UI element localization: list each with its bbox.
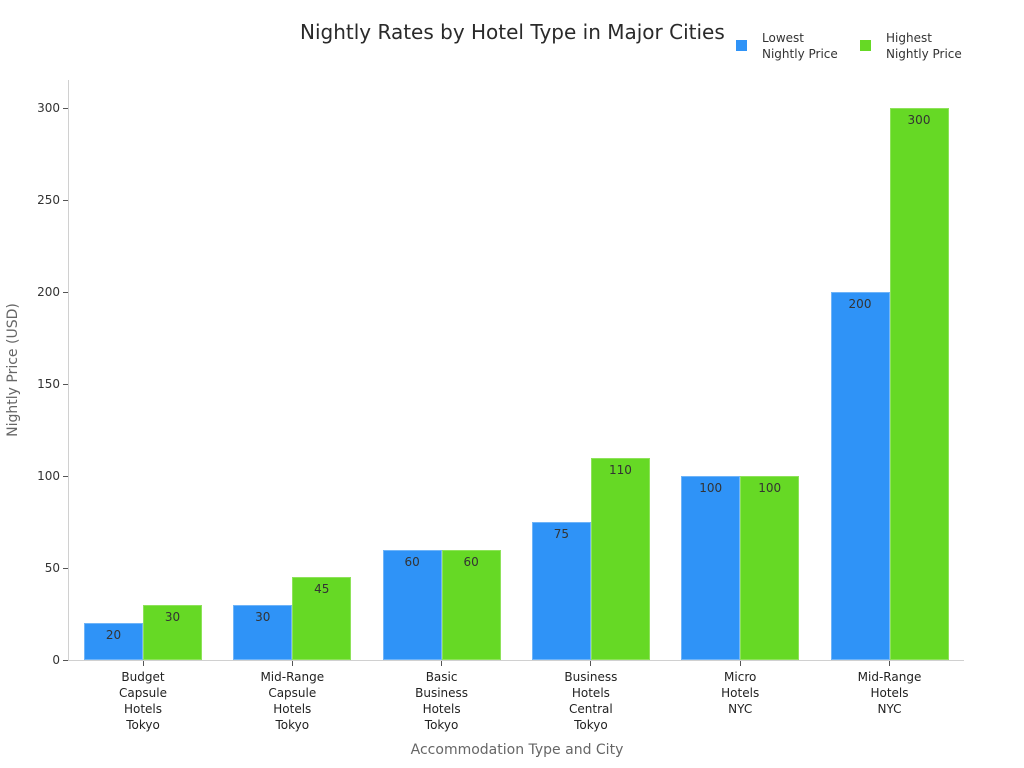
x-tick-label: Micro Hotels NYC: [721, 670, 760, 716]
y-tick-mark: [63, 292, 68, 293]
x-tick: Mid-Range Capsule Hotels Tokyo: [232, 661, 352, 733]
bar-value-label: 100: [699, 481, 723, 495]
y-tick-mark: [63, 108, 68, 109]
bar-value-label: 100: [758, 481, 782, 495]
x-tick: Basic Business Hotels Tokyo: [382, 661, 502, 733]
x-tick: Business Hotels Central Tokyo: [531, 661, 651, 733]
legend: Lowest Nightly Price Highest Nightly Pri…: [736, 30, 966, 62]
y-tick-label: 150: [37, 377, 60, 391]
bar-value-label: 300: [907, 113, 931, 127]
x-tick-mark: [590, 661, 592, 666]
legend-swatch-lowest: [736, 40, 747, 51]
x-axis-title: Accommodation Type and City: [410, 742, 624, 758]
x-tick: Budget Capsule Hotels Tokyo: [83, 661, 203, 733]
y-tick-label: 200: [37, 285, 60, 299]
bar-value-label: 110: [608, 462, 632, 477]
bar-lowest-price[interactable]: 30: [233, 604, 293, 660]
y-tick: 100: [0, 469, 68, 483]
y-tick-mark: [63, 200, 68, 201]
bar-value-label: 60: [404, 554, 420, 569]
bar-value-label: 20: [105, 628, 122, 643]
bar-lowest-price[interactable]: 75: [531, 522, 591, 660]
x-axis-line: [68, 660, 964, 661]
bar-highest-price[interactable]: 45: [292, 577, 352, 660]
y-tick-label: 100: [37, 469, 60, 483]
x-tick-mark: [291, 661, 293, 666]
y-tick-label: 0: [52, 653, 60, 667]
x-tick-mark: [142, 661, 144, 666]
bar-highest-price[interactable]: 300: [889, 108, 949, 660]
bar-value-label: 45: [314, 582, 330, 597]
x-tick-mark: [739, 661, 741, 666]
y-tick: 300: [0, 101, 68, 115]
bar-value-label: 60: [463, 554, 479, 569]
y-axis-line: [68, 80, 69, 661]
y-tick: 200: [0, 285, 68, 299]
x-tick-mark: [889, 661, 890, 666]
y-tick-label: 50: [44, 561, 60, 575]
bar-lowest-price[interactable]: 60: [382, 549, 442, 660]
legend-item-highest[interactable]: Highest Nightly Price: [860, 30, 966, 62]
legend-label-highest: Highest Nightly Price: [886, 31, 962, 61]
y-tick-mark: [63, 660, 68, 661]
y-tick-mark: [63, 476, 68, 477]
bar-value-label: 75: [553, 527, 570, 541]
bar-value-label: 30: [255, 609, 271, 624]
legend-swatch-highest: [860, 40, 871, 51]
x-tick: Micro Hotels NYC: [680, 661, 800, 717]
chart-title: Nightly Rates by Hotel Type in Major Cit…: [300, 20, 725, 44]
y-tick: 250: [0, 193, 68, 207]
bar-highest-price[interactable]: 30: [143, 604, 202, 660]
y-tick-label: 250: [37, 193, 60, 207]
legend-item-lowest[interactable]: Lowest Nightly Price: [736, 30, 842, 62]
bar-highest-price[interactable]: 110: [590, 457, 650, 660]
bar-highest-price[interactable]: 60: [441, 549, 501, 660]
x-tick-label: Budget Capsule Hotels Tokyo: [119, 670, 167, 732]
y-axis-title: Nightly Price (USD): [5, 303, 21, 437]
x-tick-label: Mid-Range Hotels NYC: [857, 670, 922, 716]
x-tick-label: Mid-Range Capsule Hotels Tokyo: [260, 670, 325, 732]
bar-value-label: 30: [164, 609, 181, 624]
y-tick-label: 300: [37, 101, 60, 115]
x-tick-label: Business Hotels Central Tokyo: [564, 670, 618, 732]
legend-label-lowest: Lowest Nightly Price: [762, 31, 838, 61]
y-tick: 150: [0, 377, 68, 391]
x-tick-mark: [441, 661, 443, 666]
bar-value-label: 200: [848, 297, 872, 311]
y-tick-mark: [63, 568, 68, 569]
bar-highest-price[interactable]: 100: [740, 476, 800, 660]
y-tick-mark: [63, 384, 68, 385]
bar-lowest-price[interactable]: 100: [681, 476, 741, 660]
bar-lowest-price[interactable]: 20: [84, 623, 143, 660]
y-tick: 50: [0, 561, 68, 575]
x-tick-label: Basic Business Hotels Tokyo: [415, 670, 469, 732]
y-tick: 0: [0, 653, 68, 667]
x-tick: Mid-Range Hotels NYC: [830, 661, 950, 717]
bar-lowest-price[interactable]: 200: [830, 292, 890, 660]
